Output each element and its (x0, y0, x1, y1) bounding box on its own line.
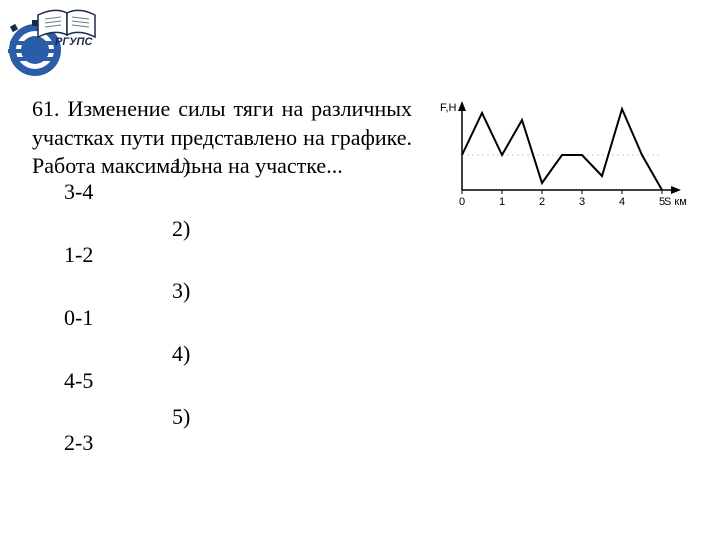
answer-list: 1) 3-4 2) 1-2 3) 0-1 4) 4-5 5) 2-3 (32, 153, 692, 457)
answer-option-2: 1-2 (64, 242, 692, 268)
answer-number-1: 1) (172, 153, 692, 179)
answer-option-5: 2-3 (64, 430, 692, 456)
y-axis-arrow (458, 101, 466, 111)
answer-option-3: 0-1 (64, 305, 692, 331)
answer-number-5: 5) (172, 404, 692, 430)
answer-option-1: 3-4 (64, 179, 692, 205)
logo: РГУПС (5, 5, 100, 80)
y-axis-label: F,Н (440, 102, 457, 114)
answer-number-2: 2) (172, 216, 692, 242)
logo-text: РГУПС (55, 36, 93, 48)
question-number: 61. (32, 96, 60, 121)
content-area: 61. Изменение силы тяги на различных уча… (32, 95, 692, 467)
answer-number-3: 3) (172, 278, 692, 304)
answer-option-4: 4-5 (64, 368, 692, 394)
university-logo-icon: РГУПС (5, 5, 100, 80)
answer-number-4: 4) (172, 341, 692, 367)
